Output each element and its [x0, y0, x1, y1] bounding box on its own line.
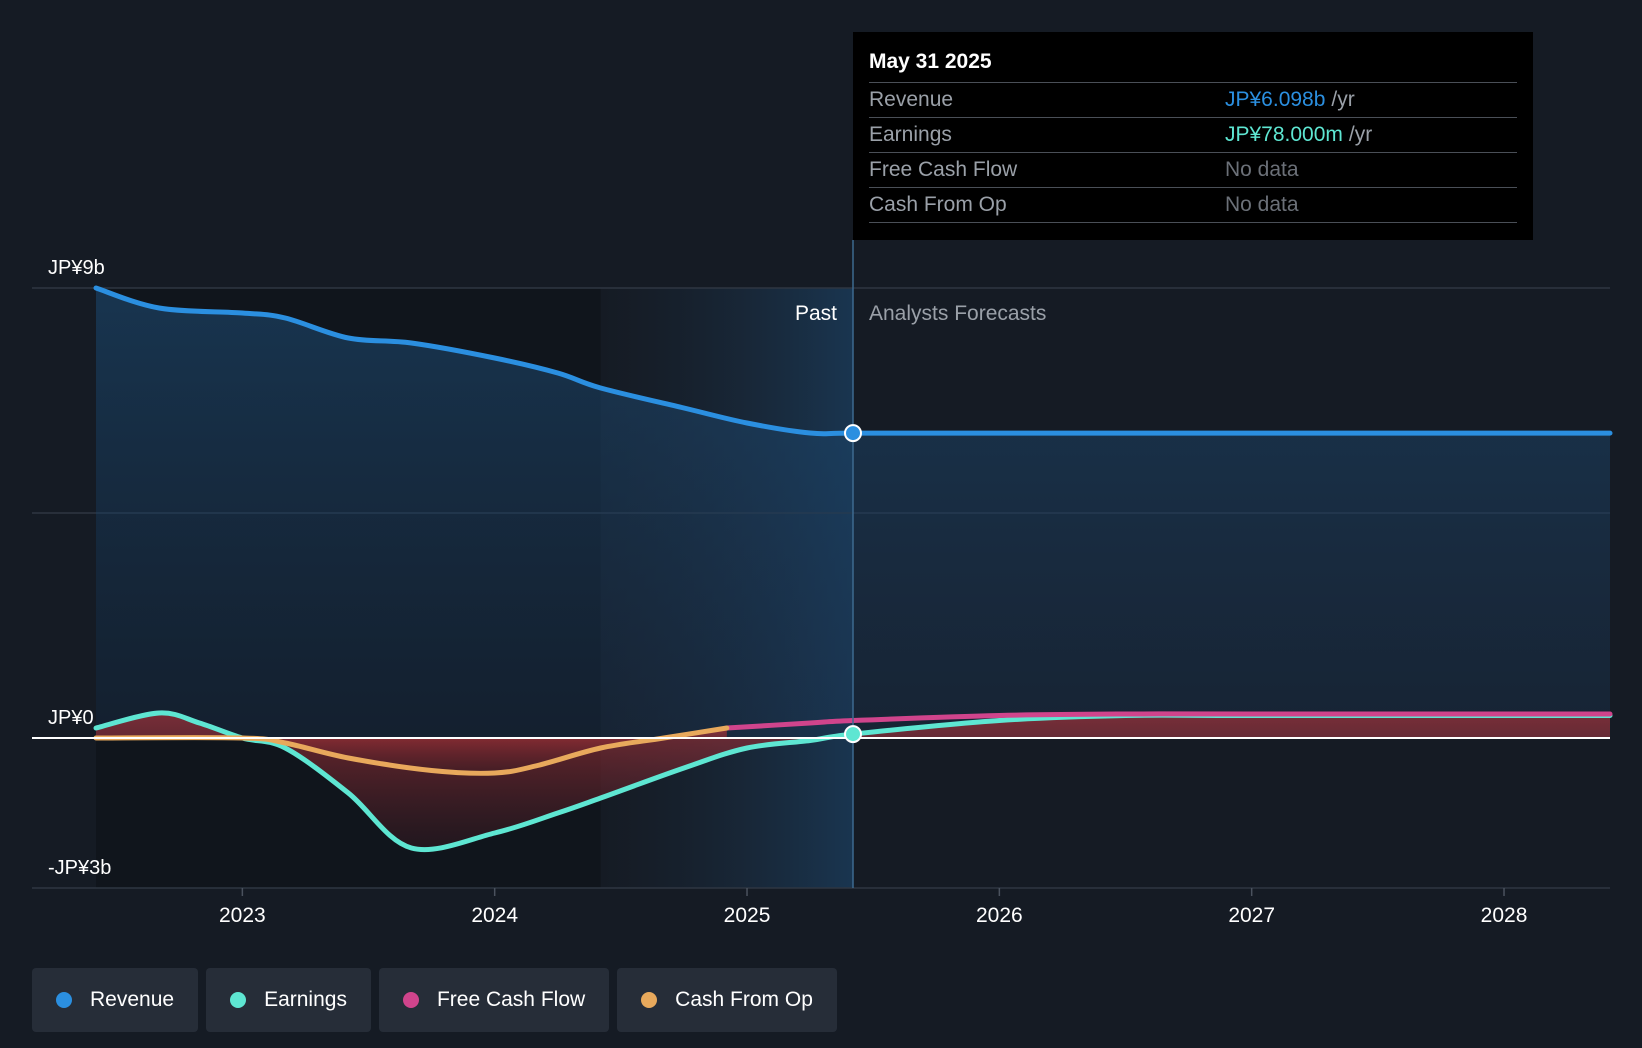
tooltip-label: Free Cash Flow [869, 158, 1018, 181]
legend-label: Free Cash Flow [436, 988, 586, 1011]
tooltip-value: JP¥78.000m [1225, 123, 1343, 146]
y-axis-label: JP¥0 [48, 707, 94, 729]
legend-label: Earnings [264, 988, 347, 1011]
tooltip-row-revenue: Revenue JP¥6.098b/yr [869, 83, 1517, 118]
tooltip-label: Revenue [869, 88, 954, 111]
x-tick-label: 2028 [1481, 904, 1528, 927]
tooltip-unit: /yr [1331, 88, 1355, 111]
free_cash_flow-line [724, 711, 1613, 731]
tooltip-row-free-cash-flow: Free Cash Flow No data [869, 153, 1517, 188]
legend: Revenue Earnings Free Cash Flow Cash Fro… [32, 968, 837, 1032]
revenue-line [93, 285, 1613, 437]
revenue-marker [844, 424, 862, 443]
x-tick-label: 2023 [219, 904, 266, 927]
tooltip-label: Earnings [869, 123, 952, 146]
tooltip-unit: /yr [1348, 123, 1373, 146]
tooltip-row-cash-from-op: Cash From Op No data [869, 188, 1517, 223]
tooltip-value: No data [1225, 158, 1299, 181]
tooltip-row-earnings: Earnings JP¥78.000m/yr [869, 118, 1517, 153]
earnings-dot-icon [230, 992, 247, 1008]
tooltip-value: No data [1225, 193, 1299, 216]
y-axis-label: -JP¥3b [48, 857, 111, 879]
revenue-dot-icon [56, 992, 72, 1008]
chart: JP¥9b JP¥0 -JP¥3b 2023 2024 2025 2026 2027 2028… [32, 240, 1613, 927]
x-tick-label: 2024 [471, 904, 518, 927]
legend-label: Cash From Op [675, 988, 813, 1011]
x-tick-label: 2025 [724, 904, 771, 927]
free-cash-flow-dot-icon [402, 992, 419, 1008]
tooltip-date: May 31 2025 [869, 46, 1517, 83]
legend-item-free-cash-flow[interactable]: Free Cash Flow [378, 968, 610, 1032]
legend-item-cash-from-op[interactable]: Cash From Op [617, 968, 837, 1032]
legend-label: Revenue [90, 988, 175, 1011]
cash-from-op-dot-icon [641, 992, 658, 1008]
forecast-label: Analysts Forecasts [869, 302, 1046, 325]
x-tick-label: 2027 [1228, 904, 1275, 927]
tooltip-label: Cash From Op [869, 193, 1007, 216]
past-label: Past [795, 302, 837, 325]
tooltip-value: JP¥6.098b [1225, 88, 1326, 111]
legend-item-revenue[interactable]: Revenue [32, 968, 199, 1032]
x-tick-label: 2026 [976, 904, 1023, 927]
y-axis-label: JP¥9b [48, 257, 105, 279]
legend-item-earnings[interactable]: Earnings [206, 968, 371, 1032]
earnings-marker [844, 725, 862, 744]
cash_from_op-area [96, 728, 727, 774]
tooltip: May 31 2025 Revenue JP¥6.098b/yr Earning… [853, 32, 1533, 240]
